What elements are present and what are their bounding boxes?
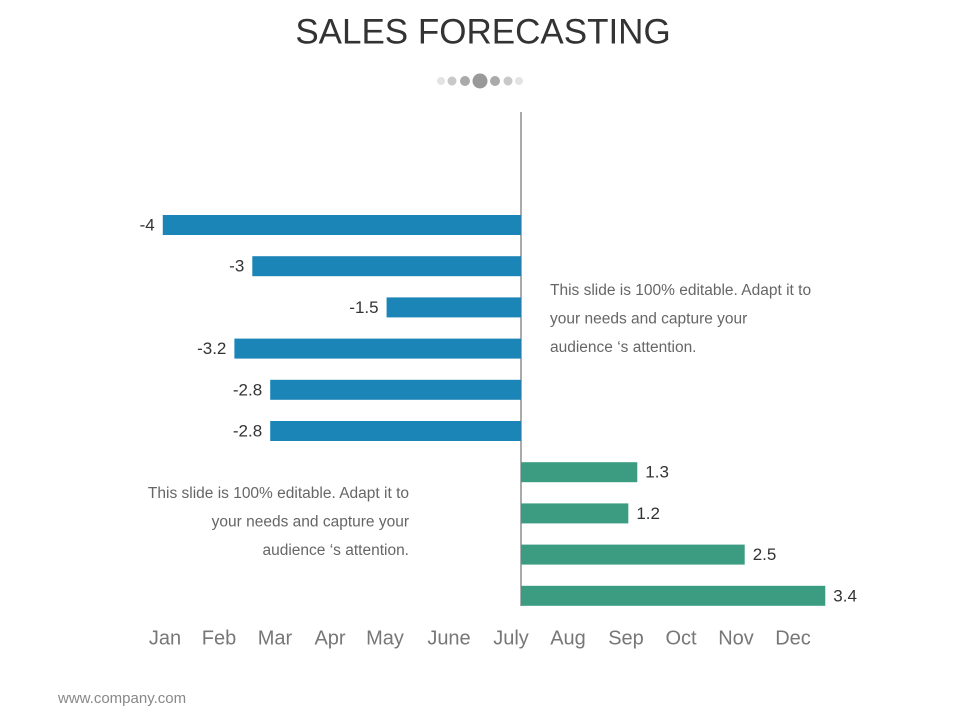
bar (162, 215, 521, 235)
title-dots (437, 73, 523, 89)
bar (270, 421, 521, 441)
value-label: -3.2 (197, 339, 226, 358)
month-label: Dec (775, 627, 811, 649)
month-label: Apr (314, 627, 345, 649)
bar (520, 462, 638, 483)
month-label: Feb (202, 627, 236, 649)
month-label: Aug (550, 627, 586, 649)
bar (252, 256, 521, 277)
month-label: Sep (608, 627, 644, 649)
month-label: Nov (718, 627, 754, 649)
month-label: May (366, 627, 404, 649)
footer: www.company.com (57, 690, 186, 707)
bar (520, 503, 629, 524)
bar (520, 544, 745, 565)
value-label: 1.2 (636, 504, 660, 523)
month-label: Oct (665, 627, 697, 649)
month-label: June (427, 627, 470, 649)
chart-title: SALES FORECASTING (295, 12, 670, 51)
value-label: -4 (140, 215, 155, 234)
annotation: your needs and capture your (550, 311, 747, 328)
value-label: -2.8 (233, 421, 262, 440)
value-label: 3.4 (833, 586, 857, 605)
month-label: July (493, 627, 529, 649)
annotation: your needs and capture your (212, 514, 409, 531)
bar (520, 585, 826, 606)
value-label: 1.3 (645, 463, 669, 482)
annotation: audience ‘s attention. (263, 542, 410, 559)
bar (234, 338, 521, 359)
bar (270, 379, 521, 400)
annotation: This slide is 100% editable. Adapt it to (148, 485, 409, 502)
bar (386, 297, 521, 318)
value-label: -1.5 (349, 298, 378, 317)
month-label: Mar (258, 627, 293, 649)
annotation: This slide is 100% editable. Adapt it to (550, 282, 811, 299)
value-label: -3 (229, 257, 244, 276)
value-label: 2.5 (753, 545, 777, 564)
value-label: -2.8 (233, 380, 262, 399)
annotation: audience ‘s attention. (550, 339, 697, 356)
month-label: Jan (149, 627, 181, 649)
